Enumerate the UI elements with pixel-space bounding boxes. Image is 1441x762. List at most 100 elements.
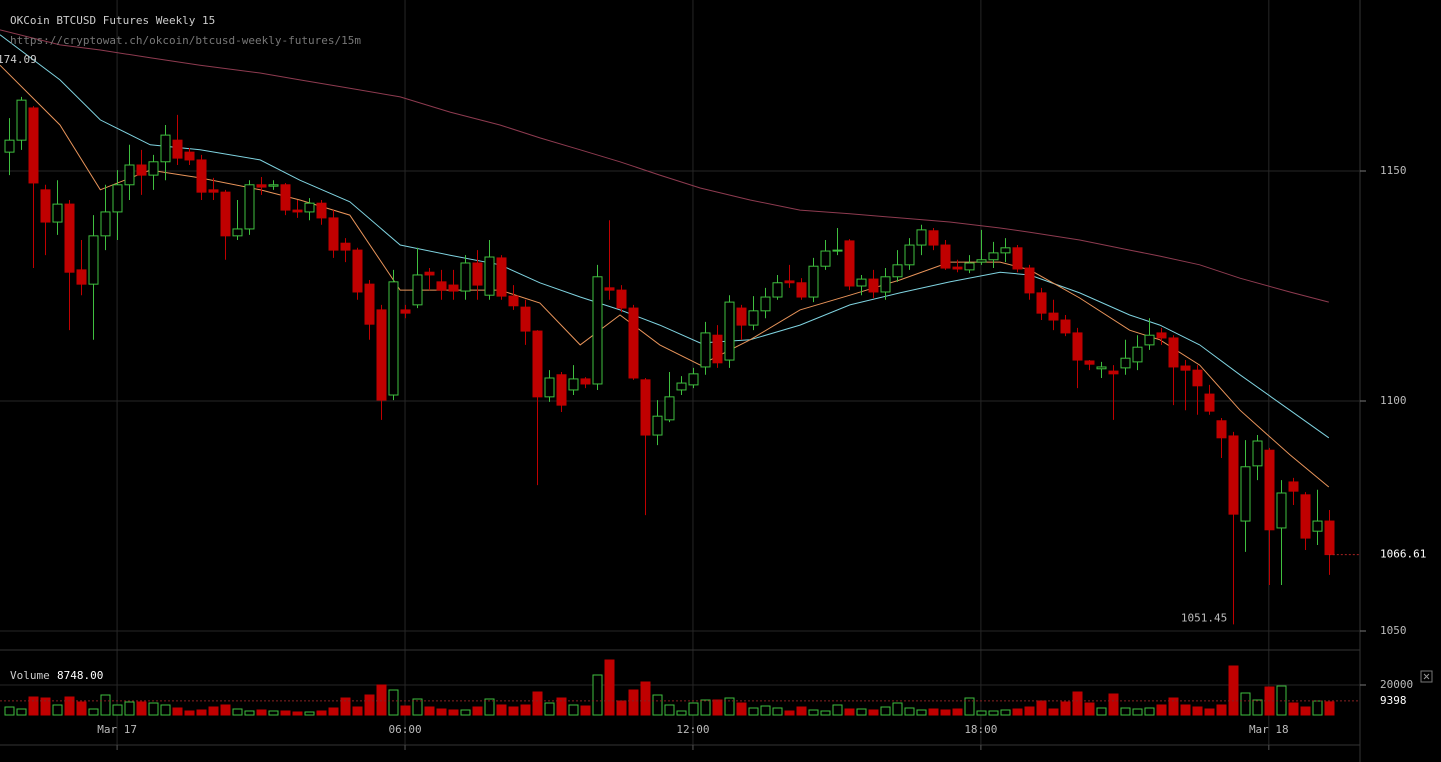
chart-subtitle: https://cryptowat.ch/okcoin/btcusd-weekl… (10, 34, 361, 47)
candle-body (880, 276, 891, 293)
close-pane-button[interactable] (1420, 670, 1433, 683)
candle-body (1168, 337, 1179, 368)
volume-bar (568, 704, 579, 716)
candle-body (1036, 292, 1047, 314)
candle-body (592, 276, 603, 385)
volume-bar (772, 707, 783, 716)
volume-bar (1000, 709, 1011, 716)
volume-bar (1048, 708, 1059, 716)
volume-bar (1096, 707, 1107, 716)
volume-bar (460, 709, 471, 716)
candle-body (688, 373, 699, 386)
volume-bar (976, 710, 987, 716)
volume-bar (436, 708, 447, 716)
candle-body (508, 295, 519, 307)
candle-body (496, 257, 507, 297)
candle-body (616, 289, 627, 309)
volume-bar (316, 710, 327, 716)
volume-bar (856, 708, 867, 716)
candle-body (1240, 466, 1251, 522)
candle-body (1084, 360, 1095, 365)
candle-body (1024, 267, 1035, 294)
candle-body (712, 334, 723, 364)
volume-bar (52, 704, 63, 716)
candle-body (1228, 435, 1239, 515)
candle-body (1180, 365, 1191, 371)
volume-bar (280, 710, 291, 716)
volume-bar (292, 711, 303, 716)
volume-bar (220, 704, 231, 716)
candle-body (1108, 370, 1119, 375)
labels: Mar 17 06:00 12:00 18:00 Mar 18 1050 1100 1150 2… (0, 164, 1426, 750)
candle-body (52, 203, 63, 223)
volume-bar (352, 706, 363, 716)
x-tick-label: Mar 18 (1249, 723, 1289, 736)
volume-bar (532, 691, 543, 716)
candle-body (1312, 520, 1323, 532)
candle-body (820, 250, 831, 267)
volume-bar (40, 697, 51, 716)
volume-bar (1024, 706, 1035, 716)
volume-bar (1144, 707, 1155, 716)
candle-body (4, 139, 15, 153)
candle-body (112, 184, 123, 213)
volume-bar (412, 698, 423, 716)
volume-bar (1240, 692, 1251, 716)
candle-body (388, 281, 399, 396)
high-label: 174.09 (0, 53, 37, 66)
candle-body (604, 287, 615, 291)
candle-body (1060, 319, 1071, 334)
volume-bars (4, 659, 1335, 716)
volume-bar (1312, 700, 1323, 716)
candle-body (520, 306, 531, 332)
candle-body (280, 184, 291, 211)
volume-title: Volume (10, 669, 50, 682)
volume-bar (640, 681, 651, 716)
volume-bar (472, 706, 483, 716)
candle-body (580, 378, 591, 385)
candle-body (1000, 247, 1011, 254)
volume-bar (268, 710, 279, 716)
volume-bar (676, 710, 687, 716)
volume-bar (964, 697, 975, 716)
candle-body (1096, 366, 1107, 370)
volume-bar (496, 704, 507, 716)
candle-body (472, 262, 483, 286)
candle-body (1144, 334, 1155, 346)
candle-body (100, 211, 111, 237)
volume-bar (1192, 706, 1203, 716)
volume-bar (988, 710, 999, 716)
volume-bar (736, 702, 747, 716)
y-tick-label: 1150 (1380, 164, 1407, 177)
volume-bar (1180, 704, 1191, 716)
volume-bar (616, 700, 627, 716)
volume-bar (64, 696, 75, 716)
volume-bar (880, 706, 891, 716)
candle-body (700, 332, 711, 368)
volume-bar (76, 701, 87, 716)
volume-bar (1300, 706, 1311, 716)
candle-body (376, 309, 387, 401)
candle-body (292, 209, 303, 213)
volume-bar (940, 709, 951, 716)
grid (0, 0, 1360, 745)
volume-bar (928, 708, 939, 716)
volume-bar (952, 708, 963, 716)
candle-body (796, 282, 807, 298)
candle-body (628, 307, 639, 379)
volume-bar (592, 674, 603, 716)
candle-body (352, 249, 363, 293)
low-label: 1051.45 (1181, 611, 1227, 624)
volume-bar (748, 707, 759, 716)
candle-body (808, 265, 819, 298)
candle-body (952, 266, 963, 270)
volume-bar (256, 709, 267, 716)
candle-body (724, 301, 735, 361)
candle-body (484, 256, 495, 296)
volume-bar (1132, 708, 1143, 716)
volume-bar (232, 708, 243, 716)
last-price-label: 1066.61 (1380, 548, 1426, 561)
volume-bar (304, 711, 315, 716)
volume-bar (1168, 697, 1179, 716)
candle-body (736, 307, 747, 326)
